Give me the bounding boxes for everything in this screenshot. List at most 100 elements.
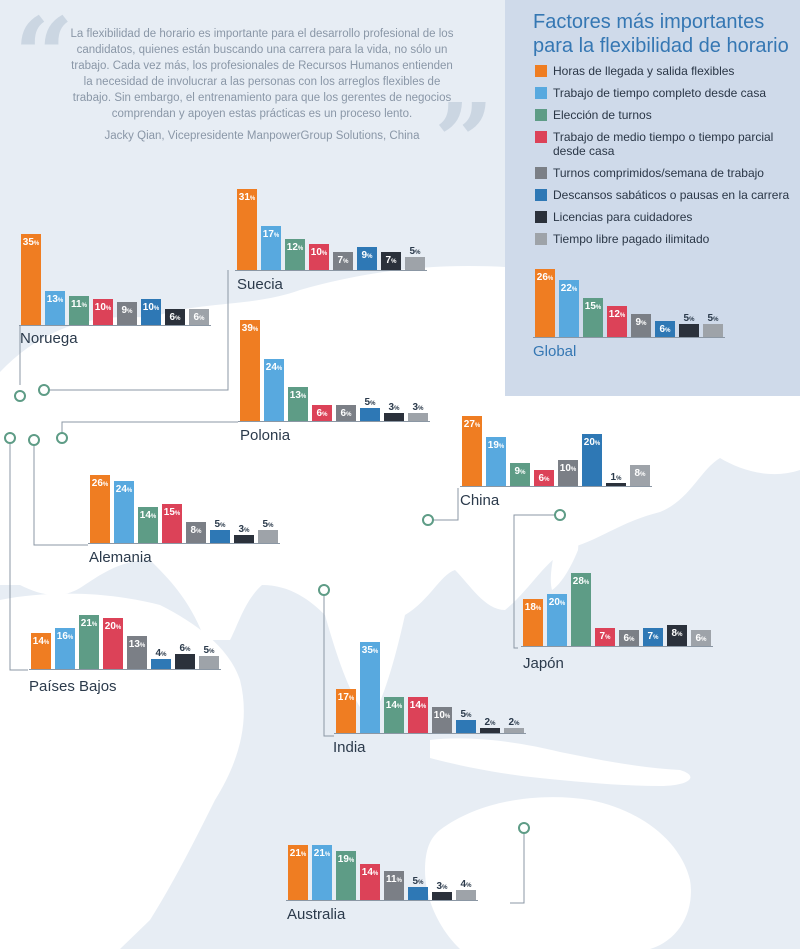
bar: 17% (336, 689, 356, 733)
bar-value: 10 (559, 463, 571, 474)
legend-item: Tiempo libre pagado ilimitado (535, 232, 797, 246)
bar-percent-sign: % (343, 259, 349, 265)
legend-swatch (535, 109, 547, 121)
bar: 6% (534, 470, 554, 486)
bar-value: 9 (635, 317, 642, 328)
bar: 10% (432, 707, 452, 733)
bar-baseline (334, 733, 526, 734)
bar-value-label: 6% (534, 473, 554, 484)
bar: 21% (79, 615, 99, 669)
bar: 7% (595, 628, 615, 646)
bar-value: 4 (460, 879, 467, 890)
bar-value-label: 10% (432, 710, 452, 721)
bar-baseline (521, 646, 713, 647)
bar: 24% (114, 481, 134, 543)
bar-percent-sign: % (544, 477, 550, 483)
bar-value: 21 (313, 848, 325, 859)
bar-value: 10 (433, 710, 445, 721)
bar-value-label: 24% (114, 484, 134, 495)
bar-percent-sign: % (418, 880, 424, 886)
bar-value: 5 (460, 709, 467, 720)
bar-value: 2 (508, 717, 515, 728)
bar: 15% (162, 504, 182, 543)
bar-value: 18 (524, 602, 536, 613)
bar: 15% (583, 298, 603, 337)
bar-value-label: 12% (607, 309, 627, 320)
bar-value-label: 10% (309, 247, 329, 258)
bar: 9% (631, 314, 651, 337)
bar-value-label: 10% (558, 463, 578, 474)
legend-label: Descansos sabáticos o pausas en la carre… (553, 188, 790, 202)
bar-percent-sign: % (418, 406, 424, 412)
bar-percent-sign: % (300, 394, 307, 400)
legend-item: Turnos comprimidos/semana de trabajo (535, 166, 797, 180)
bar-value: 7 (385, 255, 392, 266)
bar: 3% (432, 881, 452, 900)
bar: 2% (480, 717, 500, 733)
bar: 19% (486, 437, 506, 486)
bar-percent-sign: % (273, 233, 280, 239)
legend-item: Trabajo de tiempo completo desde casa (535, 86, 797, 100)
bar-percent-sign: % (490, 721, 496, 727)
bar-percent-sign: % (520, 470, 526, 476)
bar-baseline (19, 325, 211, 326)
bar: 9% (357, 247, 377, 270)
bar-value: 24 (115, 484, 127, 495)
bar-value: 3 (238, 524, 245, 535)
bar-percent-sign: % (595, 305, 602, 311)
bar-percent-sign: % (396, 878, 402, 884)
bar-value: 8 (634, 468, 641, 479)
bar-value-label: 2% (504, 717, 524, 728)
bar: 35% (360, 642, 380, 733)
bar-value: 10 (94, 302, 106, 313)
bar-value-label: 4% (151, 648, 171, 659)
bar: 21% (312, 845, 332, 900)
bar-value-label: 22% (559, 283, 579, 294)
bar-value: 6 (340, 408, 347, 419)
bar-baseline (88, 543, 280, 544)
bar-percent-sign: % (559, 601, 566, 607)
bar: 3% (408, 402, 428, 421)
bar-baseline (460, 486, 652, 487)
bar: 11% (384, 871, 404, 900)
bar: 10% (141, 299, 161, 325)
bar-percent-sign: % (367, 254, 373, 260)
bar-value-label: 5% (405, 246, 425, 257)
bar-value-label: 3% (432, 881, 452, 892)
bar-value: 35 (361, 645, 373, 656)
bar: 5% (456, 709, 476, 733)
bar-percent-sign: % (641, 321, 647, 327)
bar-value: 13 (289, 390, 301, 401)
bar-value: 17 (262, 229, 274, 240)
bar-percent-sign: % (677, 632, 683, 638)
bar-value-label: 35% (360, 645, 380, 656)
bar-value-label: 16% (55, 631, 75, 642)
bar-value: 21 (80, 618, 92, 629)
bar-value-label: 28% (571, 576, 591, 587)
bar: 6% (312, 405, 332, 421)
bar: 26% (90, 475, 110, 543)
bar-percent-sign: % (150, 514, 157, 520)
bar-value-label: 26% (90, 478, 110, 489)
bar-value: 12 (608, 309, 620, 320)
bar-value: 19 (337, 854, 349, 865)
bar: 12% (285, 239, 305, 270)
bar-value-label: 7% (333, 255, 353, 266)
bar-value-label: 20% (103, 621, 123, 632)
bar-value-label: 10% (93, 302, 113, 313)
legend-item: Horas de llegada y salida flexibles (535, 64, 797, 78)
bar-percent-sign: % (442, 885, 448, 891)
bar: 6% (619, 630, 639, 646)
bar-value-label: 9% (357, 250, 377, 261)
bar-value: 5 (203, 645, 210, 656)
bar-value: 5 (364, 397, 371, 408)
country-label: Global (533, 343, 577, 360)
bar-value-label: 6% (312, 408, 332, 419)
legend-label: Turnos comprimidos/semana de trabajo (553, 166, 764, 180)
bar-value: 6 (179, 643, 186, 654)
bar-value-label: 6% (165, 312, 185, 323)
bar-value-label: 12% (285, 242, 305, 253)
bar: 35% (21, 234, 41, 325)
bar-value: 1 (610, 472, 617, 483)
bar-value-label: 27% (462, 419, 482, 430)
